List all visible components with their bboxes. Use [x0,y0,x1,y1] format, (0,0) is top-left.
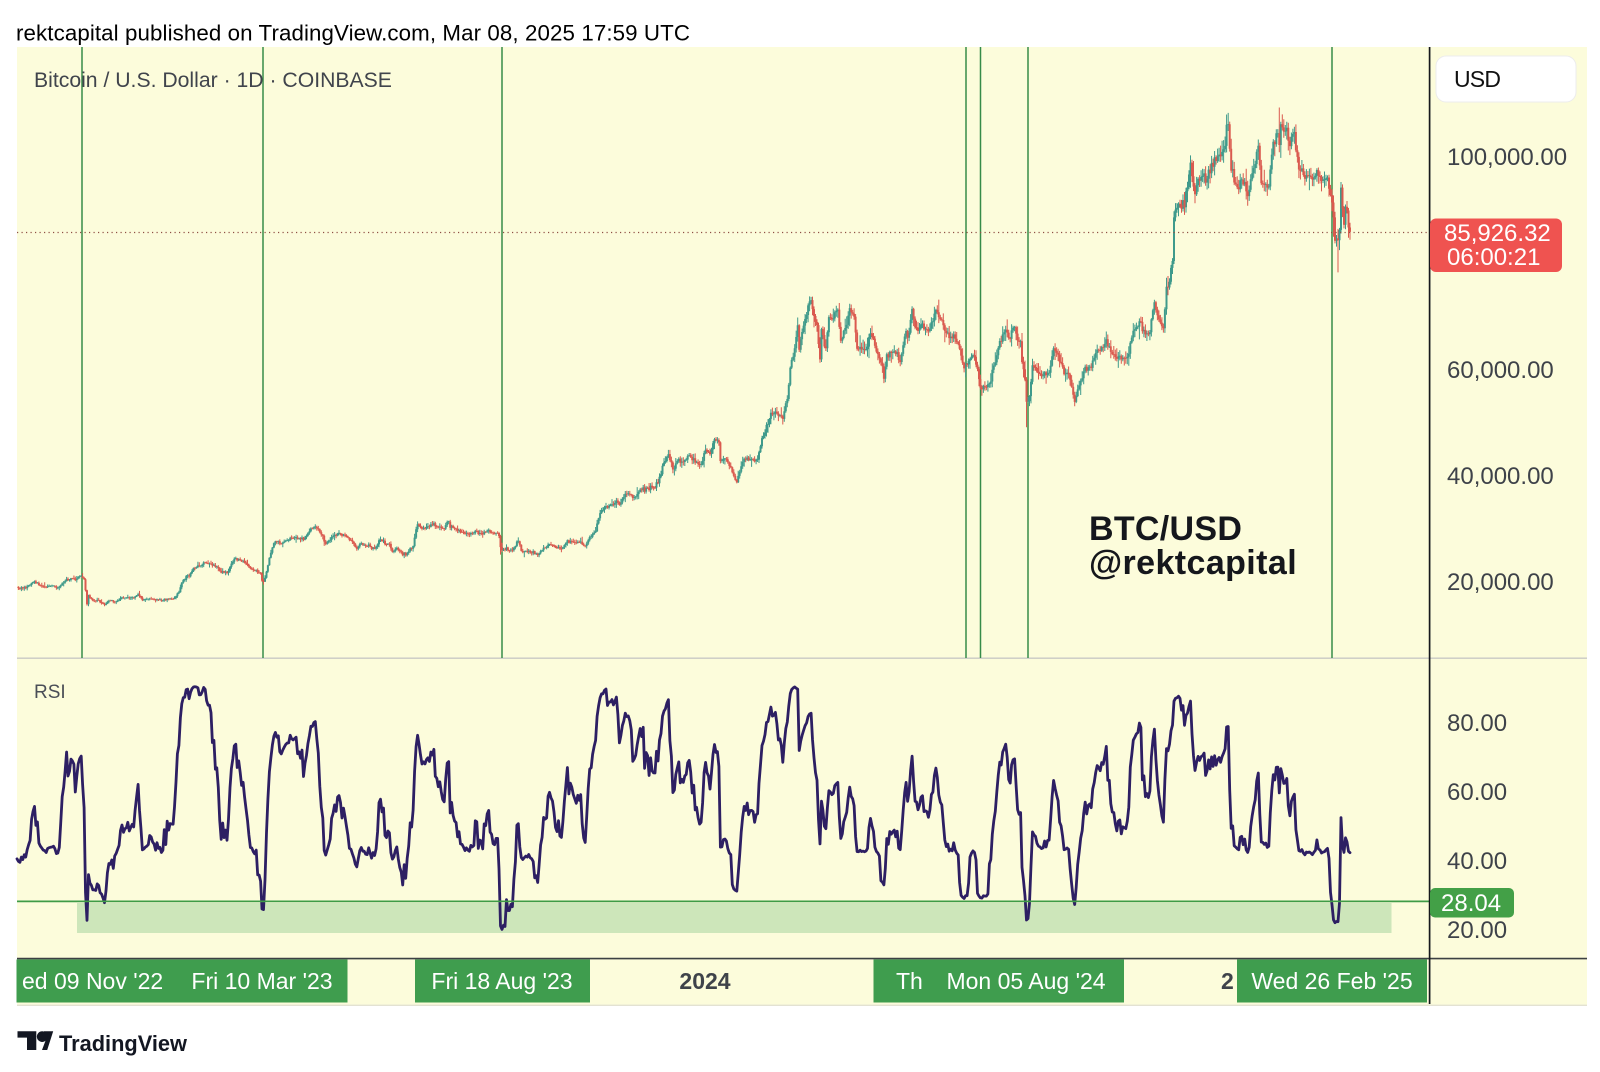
svg-text:ed 09 Nov '22: ed 09 Nov '22 [22,968,163,994]
svg-text:60,000.00: 60,000.00 [1447,357,1554,384]
svg-text:2024: 2024 [679,968,730,994]
svg-text:2: 2 [1221,968,1234,994]
svg-text:Fri 18 Aug '23: Fri 18 Aug '23 [431,968,572,994]
svg-text:BTC/USD: BTC/USD [1089,510,1242,548]
svg-text:Bitcoin / U.S. Dollar · 1D · C: Bitcoin / U.S. Dollar · 1D · COINBASE [34,69,392,92]
svg-text:100,000.00: 100,000.00 [1447,144,1567,171]
svg-text:40,000.00: 40,000.00 [1447,463,1554,490]
svg-text:60.00: 60.00 [1447,779,1507,806]
svg-text:20,000.00: 20,000.00 [1447,569,1554,596]
svg-text:06:00:21: 06:00:21 [1447,244,1540,271]
svg-text:40.00: 40.00 [1447,848,1507,875]
svg-text:85,926.32: 85,926.32 [1444,220,1551,247]
svg-text:Wed 26 Feb '25: Wed 26 Feb '25 [1251,968,1412,994]
svg-text:Th: Th [896,968,923,994]
svg-text:RSI: RSI [34,682,66,703]
svg-text:TradingView: TradingView [59,1031,187,1056]
svg-text:@rektcapital: @rektcapital [1089,544,1297,582]
svg-text:20.00: 20.00 [1447,917,1507,944]
svg-text:80.00: 80.00 [1447,710,1507,737]
svg-text:Mon 05 Aug '24: Mon 05 Aug '24 [946,968,1105,994]
svg-text:USD: USD [1454,66,1500,92]
svg-text:Fri 10 Mar '23: Fri 10 Mar '23 [191,968,332,994]
svg-text:28.04: 28.04 [1441,890,1501,917]
svg-text:rektcapital published on Tradi: rektcapital published on TradingView.com… [16,21,690,46]
